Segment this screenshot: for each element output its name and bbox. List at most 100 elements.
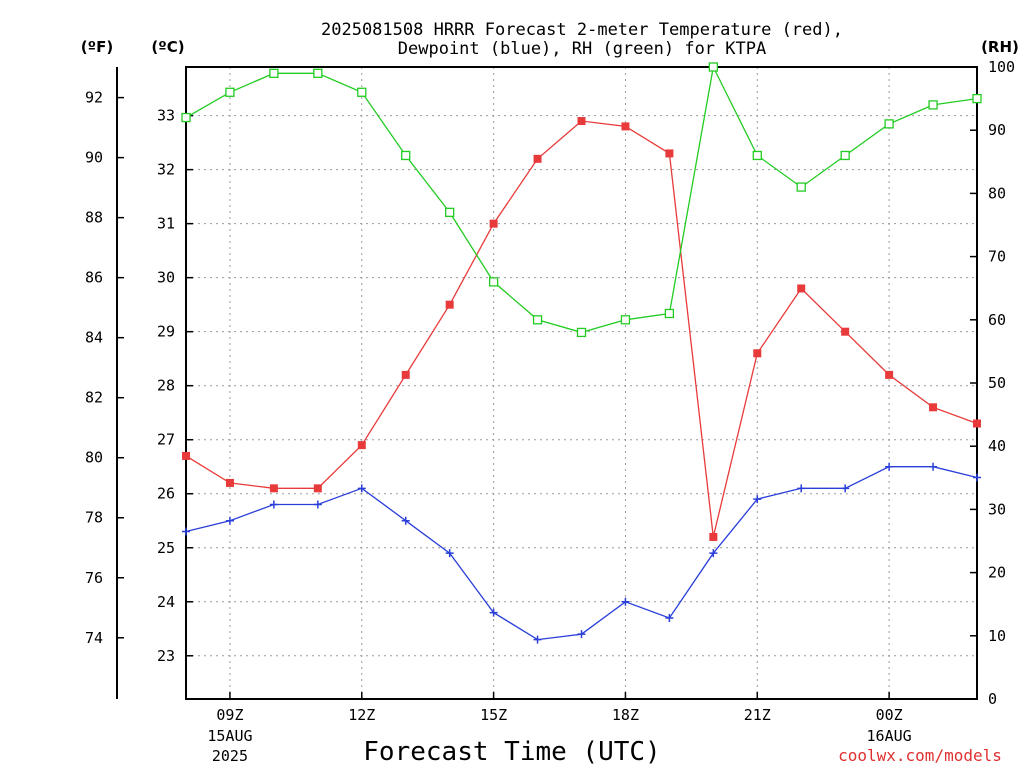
rh-point	[269, 68, 279, 78]
celsius-tick-label: 27	[157, 431, 175, 449]
dewpoint-point	[313, 500, 322, 509]
celsius-tick-label: 29	[157, 323, 175, 341]
x-tick-label: 15Z	[480, 706, 507, 724]
rh-point	[576, 327, 587, 338]
rh-tick-label: 30	[988, 500, 1006, 518]
fahrenheit-tick-label: 88	[85, 209, 103, 227]
temperature-point	[709, 532, 718, 541]
plot-frame	[185, 66, 978, 700]
rh-point	[708, 62, 718, 72]
rh-tick-label: 90	[988, 121, 1006, 139]
fahrenheit-tick-label: 86	[85, 269, 103, 287]
x-date-label: 16AUG	[867, 727, 912, 745]
celsius-tick-label: 30	[157, 269, 175, 287]
temperature-point	[841, 327, 850, 336]
temperature-point	[182, 451, 190, 460]
rh-series-line	[185, 64, 978, 334]
dewpoint-point	[621, 597, 630, 606]
temperature-point	[313, 484, 322, 493]
rh-point	[225, 87, 235, 97]
x-tick-label: 21Z	[744, 706, 771, 724]
dewpoint-point	[445, 549, 454, 558]
rh-point	[884, 119, 894, 129]
fahrenheit-unit-label: (ºF)	[81, 38, 113, 56]
temperature-point	[225, 478, 234, 487]
rh-tick-label: 50	[988, 374, 1006, 392]
rh-point	[401, 150, 411, 161]
dewpoint-point	[709, 549, 718, 558]
rh-tick-label: 20	[988, 564, 1006, 582]
temperature-point	[929, 403, 938, 412]
chart-title-line2: Dewpoint (blue), RH (green) for KTPA	[398, 39, 766, 59]
fahrenheit-tick-label: 76	[85, 569, 103, 587]
x-tick-label: 12Z	[348, 706, 375, 724]
rh-point	[928, 100, 938, 110]
dewpoint-point	[269, 500, 278, 509]
rh-tick-label: 80	[988, 184, 1006, 202]
dewpoint-point	[929, 462, 938, 471]
celsius-tick-label: 26	[157, 485, 175, 503]
dewpoint-point	[357, 484, 366, 493]
rh-tick-label: 100	[988, 58, 1015, 76]
dewpoint-point	[182, 527, 190, 536]
celsius-tick-label: 33	[157, 107, 175, 125]
celsius-unit-label: (ºC)	[151, 38, 184, 56]
temperature-point	[753, 349, 762, 358]
temperature-point	[357, 441, 366, 450]
x-tick-label: 00Z	[876, 706, 903, 724]
temperature-point	[401, 370, 410, 379]
fahrenheit-tick-label: 82	[85, 389, 103, 407]
temperature-point	[489, 219, 498, 228]
x-tick-label: 09Z	[216, 706, 243, 724]
rh-tick-label: 0	[988, 690, 997, 708]
rh-point	[313, 68, 323, 78]
dewpoint-series-line	[185, 466, 978, 641]
rh-point	[840, 150, 850, 161]
dewpoint-point	[753, 495, 762, 504]
celsius-tick-label: 25	[157, 539, 175, 557]
dewpoint-point	[797, 484, 806, 493]
temperature-point	[269, 484, 278, 493]
rh-point	[796, 182, 806, 192]
temperature-point	[577, 117, 586, 126]
rh-point	[752, 150, 762, 161]
temperature-point	[445, 300, 454, 309]
rh-point	[972, 93, 982, 104]
temperature-point	[885, 370, 894, 379]
rh-tick-label: 70	[988, 248, 1006, 266]
rh-point	[664, 308, 675, 319]
fahrenheit-tick-label: 74	[85, 629, 103, 647]
rh-point	[445, 207, 455, 218]
rh-point	[181, 112, 191, 123]
dewpoint-point	[533, 635, 542, 644]
dewpoint-point	[973, 473, 981, 482]
dewpoint-point	[665, 613, 674, 622]
rh-point	[357, 87, 367, 97]
celsius-tick-label: 32	[157, 161, 175, 179]
temperature-point	[973, 419, 981, 428]
source-credit: coolwx.com/models	[838, 746, 1002, 765]
x-tick-label: 18Z	[612, 706, 639, 724]
temperature-point	[797, 284, 806, 293]
plot-layer: 74 76 78 80 82 84 86 88 90 92 23 24 25 26 27 28 29 30 31 32…	[85, 58, 1015, 765]
dewpoint-point	[489, 608, 498, 617]
rh-unit-label: (RH)	[981, 38, 1019, 56]
dewpoint-point	[225, 516, 234, 525]
rh-tick-label: 60	[988, 311, 1006, 329]
celsius-tick-label: 23	[157, 647, 175, 665]
celsius-tick-label: 28	[157, 377, 175, 395]
rh-point	[488, 277, 499, 287]
chart-title-line1: 2025081508 HRRR Forecast 2-meter Tempera…	[321, 20, 843, 40]
temperature-point	[621, 122, 630, 131]
celsius-tick-label: 24	[157, 593, 175, 611]
celsius-tick-label: 31	[157, 215, 175, 233]
dewpoint-point	[885, 462, 894, 471]
x-year-label: 2025	[212, 747, 248, 765]
dewpoint-point	[577, 630, 586, 639]
x-date-label: 15AUG	[207, 727, 252, 745]
rh-tick-label: 10	[988, 627, 1006, 645]
rh-tick-label: 40	[988, 437, 1006, 455]
fahrenheit-tick-label: 78	[85, 509, 103, 527]
rh-point	[620, 315, 631, 325]
